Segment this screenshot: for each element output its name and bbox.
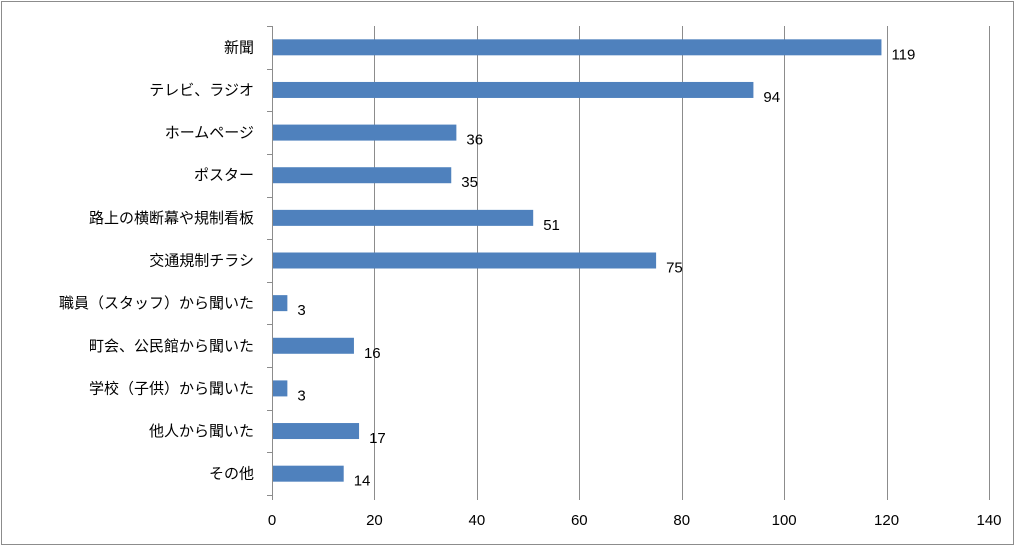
bar — [273, 380, 288, 397]
data-label: 3 — [297, 302, 305, 319]
data-label: 35 — [461, 174, 478, 191]
data-label: 119 — [891, 46, 915, 63]
bar — [273, 295, 288, 312]
bar — [273, 167, 452, 184]
data-label: 75 — [666, 260, 683, 277]
data-label: 16 — [364, 345, 381, 362]
axes — [267, 26, 990, 500]
bar — [273, 337, 354, 354]
category-label: その他 — [209, 465, 254, 483]
data-label: 51 — [543, 217, 560, 234]
category-label: 交通規制チラシ — [149, 252, 254, 270]
bar — [273, 81, 754, 98]
category-label: ホームページ — [165, 124, 254, 142]
x-tick-label: 20 — [366, 512, 383, 529]
bar — [273, 252, 657, 269]
category-label: ポスター — [194, 166, 254, 184]
x-tick-label: 120 — [874, 512, 899, 529]
category-label: 新聞 — [224, 38, 254, 56]
bar — [273, 423, 360, 440]
x-tick-label: 100 — [772, 512, 797, 529]
bar — [273, 124, 457, 141]
category-label: 町会、公民館から聞いた — [89, 337, 254, 355]
bar — [273, 39, 882, 56]
bars — [273, 39, 882, 482]
x-tick-label: 60 — [571, 512, 588, 529]
labels: 0 20 40 60 80 100 120 140 新聞 119 テレビ、ラジオ 94 ホームページ 36… — [59, 38, 1002, 529]
category-label: 職員（スタッフ）から聞いた — [59, 294, 254, 312]
data-label: 17 — [369, 430, 386, 447]
bar — [273, 465, 344, 482]
x-tick-label: 40 — [469, 512, 486, 529]
x-tick-label: 140 — [976, 512, 1001, 529]
data-label: 3 — [297, 387, 305, 404]
gridlines — [374, 26, 990, 495]
category-label: 路上の横断幕や規制看板 — [89, 209, 254, 227]
data-label: 14 — [354, 473, 371, 490]
data-label: 94 — [763, 89, 780, 106]
category-label: テレビ、ラジオ — [149, 81, 254, 99]
x-tick-label: 0 — [268, 512, 276, 529]
category-label: 学校（子供）から聞いた — [89, 379, 254, 397]
category-label: 他人から聞いた — [149, 422, 254, 440]
bar — [273, 209, 534, 226]
x-tick-label: 80 — [673, 512, 690, 529]
data-label: 36 — [466, 132, 483, 149]
